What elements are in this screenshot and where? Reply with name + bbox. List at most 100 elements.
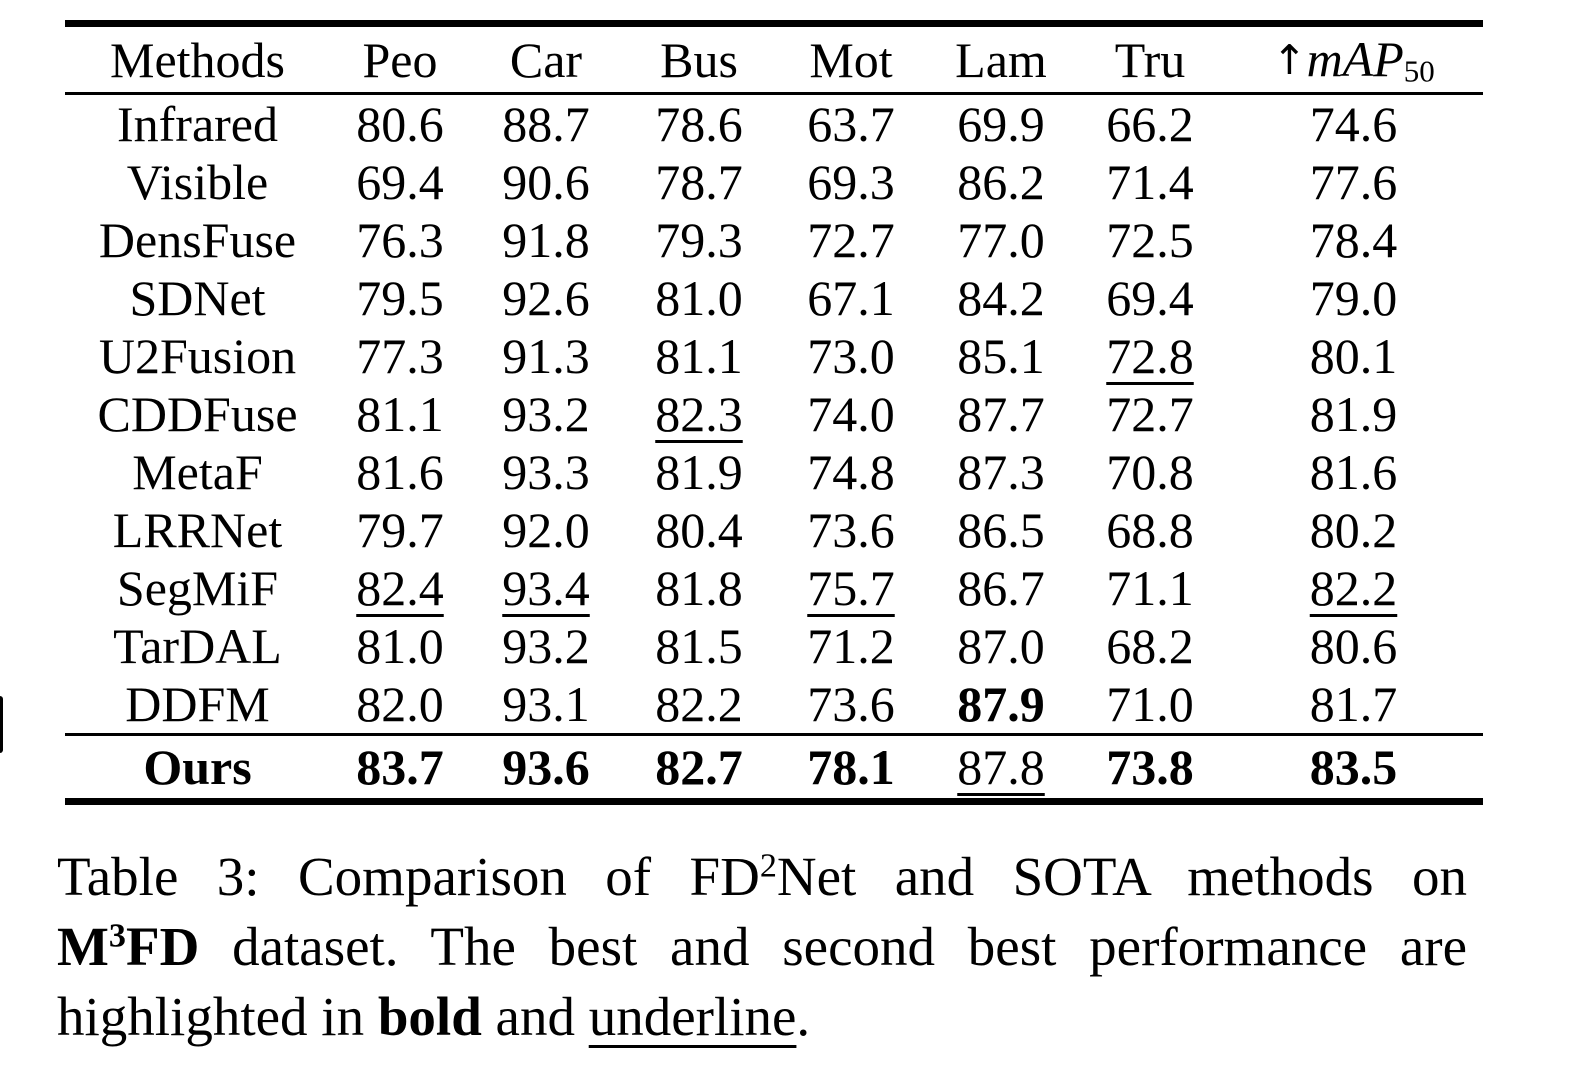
- method-cell: Visible: [126, 154, 269, 210]
- method-cell: SegMiF: [116, 560, 279, 616]
- value-cell: 82.4: [356, 560, 444, 616]
- table-row: Visible 69.4 90.6 78.7 69.3 86.2 71.4 77.6: [65, 153, 1483, 211]
- value-cell: 88.7: [502, 96, 590, 152]
- method-cell: U2Fusion: [98, 328, 297, 384]
- value-cell: 90.6: [502, 154, 590, 210]
- col-header-peo: Peo: [362, 31, 438, 88]
- caption-segment: 2: [759, 847, 777, 885]
- method-cell: DensFuse: [98, 212, 297, 268]
- value-cell: 81.5: [655, 618, 743, 674]
- col-header-tru: Tru: [1114, 31, 1186, 88]
- caption-segment: FD: [125, 916, 200, 977]
- value-cell: 72.5: [1106, 212, 1194, 268]
- value-cell: 84.2: [957, 270, 1045, 326]
- value-cell: 68.2: [1106, 618, 1194, 674]
- caption-segment: and: [481, 986, 589, 1047]
- col-header-lam: Lam: [955, 31, 1047, 88]
- value-cell: 80.2: [1309, 502, 1398, 558]
- value-cell: 78.6: [655, 96, 743, 152]
- table-body: Infrared 80.6 88.7 78.6 63.7 69.9 66.2 74.6 Visi…: [65, 94, 1483, 802]
- value-cell: 81.7: [1309, 676, 1398, 732]
- value-cell: 81.0: [356, 618, 444, 674]
- value-cell: 93.2: [502, 386, 590, 442]
- caption-line: highlighted in bold and underline.: [57, 982, 1467, 1052]
- value-cell: 78.1: [807, 739, 895, 795]
- caption-segment: highlighted in: [57, 986, 378, 1047]
- value-cell: 87.9: [957, 676, 1045, 732]
- table-row: TarDAL 81.0 93.2 81.5 71.2 87.0 68.2 80.6: [65, 617, 1483, 675]
- value-cell: 81.9: [655, 444, 743, 500]
- value-cell: 80.6: [356, 96, 444, 152]
- method-cell: LRRNet: [112, 502, 283, 558]
- page-edge-artifact: [0, 696, 3, 753]
- value-cell: 81.6: [356, 444, 444, 500]
- value-cell: 93.1: [502, 676, 590, 732]
- value-cell: 82.2: [655, 676, 743, 732]
- value-cell: 63.7: [807, 96, 895, 152]
- col-header-bus: Bus: [660, 31, 738, 88]
- value-cell: 80.6: [1309, 618, 1398, 674]
- value-cell: 73.0: [807, 328, 895, 384]
- caption-line: Table 3: Comparison of FD2Net and SOTA m…: [57, 842, 1467, 912]
- method-cell: Infrared: [117, 96, 278, 152]
- value-cell: 85.1: [957, 328, 1045, 384]
- value-cell: 71.0: [1106, 676, 1194, 732]
- value-cell: 66.2: [1106, 96, 1194, 152]
- value-cell: 86.2: [957, 154, 1045, 210]
- value-cell: 81.9: [1309, 386, 1398, 442]
- value-cell: 81.1: [356, 386, 444, 442]
- value-cell: 81.0: [655, 270, 743, 326]
- value-cell: 91.3: [502, 328, 590, 384]
- table-row: DensFuse 76.3 91.8 79.3 72.7 77.0 72.5 78.4: [65, 211, 1483, 269]
- value-cell: 82.7: [655, 739, 743, 795]
- value-cell: 83.5: [1309, 739, 1398, 795]
- value-cell: 70.8: [1106, 444, 1194, 500]
- caption-segment: dataset. The best and second best perfor…: [199, 916, 1467, 977]
- value-cell: 93.6: [502, 739, 590, 795]
- value-cell: 78.4: [1309, 212, 1398, 268]
- value-cell: 74.6: [1309, 96, 1398, 152]
- caption-segment: underline: [588, 986, 797, 1047]
- value-cell: 79.7: [356, 502, 444, 558]
- caption-line: M3FD dataset. The best and second best p…: [57, 912, 1467, 982]
- caption-segment: Table 3: Comparison of FD: [57, 846, 760, 907]
- value-cell: 71.2: [807, 618, 895, 674]
- table-row: Ours 83.7 93.6 82.7 78.1 87.8 73.8 83.5: [65, 734, 1483, 802]
- col-header-map50: ↑mAP50: [1224, 24, 1483, 94]
- value-cell: 92.0: [502, 502, 590, 558]
- value-cell: 76.3: [356, 212, 444, 268]
- table-caption: Table 3: Comparison of FD2Net and SOTA m…: [57, 842, 1467, 1052]
- map-subscript: 50: [1403, 53, 1435, 89]
- value-cell: 72.7: [807, 212, 895, 268]
- value-cell: 75.7: [807, 560, 895, 616]
- value-cell: 83.7: [356, 739, 444, 795]
- value-cell: 82.2: [1309, 560, 1398, 616]
- col-header-mot: Mot: [809, 31, 893, 88]
- value-cell: 81.1: [655, 328, 743, 384]
- value-cell: 77.6: [1309, 154, 1398, 210]
- value-cell: 87.8: [957, 739, 1045, 795]
- comparison-table: Methods Peo Car Bus Mot Lam Tru ↑mAP50 I…: [65, 20, 1483, 805]
- value-cell: 86.7: [957, 560, 1045, 616]
- value-cell: 72.8: [1106, 328, 1194, 384]
- value-cell: 73.6: [807, 502, 895, 558]
- value-cell: 73.6: [807, 676, 895, 732]
- value-cell: 72.7: [1106, 386, 1194, 442]
- value-cell: 79.5: [356, 270, 444, 326]
- value-cell: 87.3: [957, 444, 1045, 500]
- value-cell: 74.8: [807, 444, 895, 500]
- value-cell: 78.7: [655, 154, 743, 210]
- method-cell: TarDAL: [113, 618, 282, 674]
- col-header-car: Car: [509, 31, 583, 88]
- method-cell: DDFM: [125, 676, 270, 732]
- table-row: Infrared 80.6 88.7 78.6 63.7 69.9 66.2 74.6: [65, 94, 1483, 154]
- value-cell: 68.8: [1106, 502, 1194, 558]
- value-cell: 69.4: [1106, 270, 1194, 326]
- col-header-methods: Methods: [110, 31, 285, 88]
- method-cell: MetaF: [132, 444, 263, 500]
- table-row: U2Fusion 77.3 91.3 81.1 73.0 85.1 72.8 80.1: [65, 327, 1483, 385]
- up-arrow-icon: ↑: [1272, 35, 1307, 84]
- caption-segment: M: [57, 916, 109, 977]
- table-row: MetaF 81.6 93.3 81.9 74.8 87.3 70.8 81.6: [65, 443, 1483, 501]
- value-cell: 81.8: [655, 560, 743, 616]
